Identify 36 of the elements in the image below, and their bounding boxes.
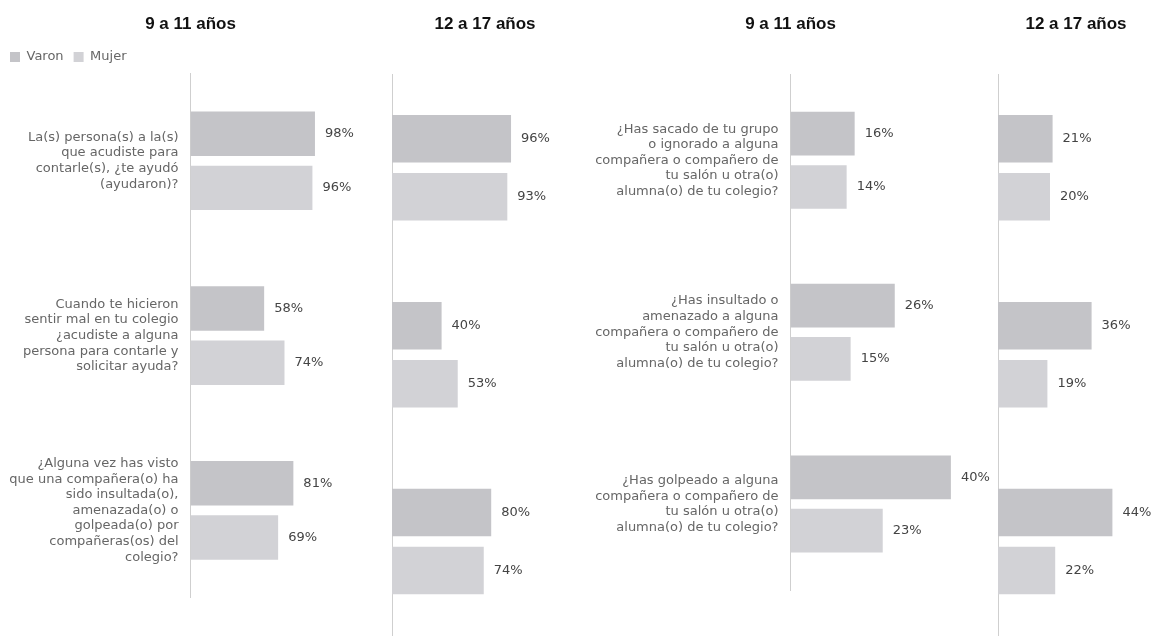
data-label: 40% xyxy=(960,468,990,484)
y-tick-label: Cuando te hicieron sentir mal en tu colegio ¿acudiste a alguna persona para contarle y solicitar ayuda? xyxy=(22,295,179,374)
data-label: 22% xyxy=(1065,561,1095,577)
y-tick-label: ¿Has golpeado a alguna compañera o compañero de tu salón u otra(o) alumna(o) de tu colegio? xyxy=(595,472,779,534)
data-label: 80% xyxy=(501,503,531,519)
data-label: 16% xyxy=(864,125,894,141)
y-tick-label: ¿Has sacado de tu grupo o ignorado a alguna compañera o compañero de tu salón u otra(o) alumna(o) de tu colegio? xyxy=(595,120,779,198)
data-label: 44% xyxy=(1122,503,1152,519)
legend-label: Mujer xyxy=(90,48,128,64)
data-label: 69% xyxy=(288,528,318,544)
data-label: 74% xyxy=(294,354,324,370)
data-label: 93% xyxy=(517,188,547,204)
data-label: 74% xyxy=(493,561,523,577)
data-label: 96% xyxy=(322,179,352,195)
data-label: 58% xyxy=(274,299,304,315)
chart-title: 9 a 11 años xyxy=(745,13,836,33)
data-label: 14% xyxy=(856,178,886,194)
chart-title: 12 a 17 años xyxy=(1025,13,1127,33)
chart-title: 9 a 11 años xyxy=(145,13,236,33)
y-tick-label: ¿Has insultado o amenazado a alguna compañera o compañero de tu salón u otra(o) alumna(o) de tu colegio? xyxy=(595,292,779,370)
data-label: 36% xyxy=(1101,317,1131,333)
data-label: 15% xyxy=(860,350,890,366)
chart-title: 12 a 17 años xyxy=(434,13,536,33)
y-tick-label: La(s) persona(s) a la(s) que acudiste para contarle(s), ¿te ayudó (ayudaron)? xyxy=(28,128,179,191)
data-label: 19% xyxy=(1057,375,1087,391)
data-label: 98% xyxy=(324,125,354,141)
y-tick-label: ¿Alguna vez has visto que una compañera(o) ha sido insultada(o), amenazada(o) o golpeada(o) por compañeras(os) del colegio? xyxy=(9,454,180,564)
data-label: 53% xyxy=(467,375,497,391)
data-label: 96% xyxy=(521,130,550,146)
data-label: 40% xyxy=(451,317,481,333)
legend-label: Varon xyxy=(26,48,64,64)
data-label: 26% xyxy=(904,296,934,312)
data-label: 23% xyxy=(892,522,922,538)
data-label: 21% xyxy=(1062,130,1092,146)
data-label: 20% xyxy=(1060,188,1089,204)
data-label: 81% xyxy=(303,474,333,490)
